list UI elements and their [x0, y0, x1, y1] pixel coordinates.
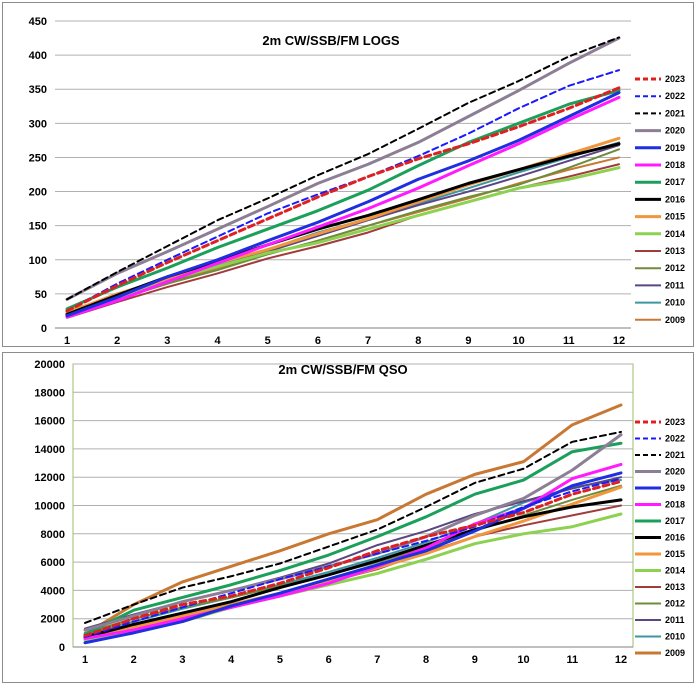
qso-series-line-2009 — [83, 403, 623, 636]
qso-chart-panel: 0 2000 4000 6000 8000 10000 12000 14000 16000 180… — [2, 352, 694, 683]
qso-x-tick-label: 9 — [472, 654, 478, 666]
logs-y-tick-label: 300 — [29, 118, 47, 130]
qso-legend-label-2023: 2023 — [665, 417, 685, 427]
logs-x-tick-label: 8 — [415, 335, 421, 346]
qso-y-tick-label: 12000 — [34, 472, 65, 484]
qso-legend-label-2017: 2017 — [665, 516, 685, 526]
logs-x-tick-label: 2 — [114, 335, 120, 346]
qso-y-tick-label: 14000 — [34, 444, 65, 456]
logs-x-tick-label: 10 — [513, 335, 525, 346]
logs-y-tick-label: 50 — [35, 289, 47, 301]
logs-y-tick-label: 450 — [29, 16, 47, 28]
logs-legend-label-2009: 2009 — [665, 315, 685, 325]
logs-chart-title: 2m CW/SSB/FM LOGS — [262, 33, 400, 48]
qso-x-tick-label: 2 — [131, 654, 137, 666]
qso-y-tick-label: 8000 — [41, 529, 65, 541]
logs-series-line-2023 — [65, 86, 621, 313]
qso-legend-label-2014: 2014 — [665, 566, 685, 576]
logs-series-line-2018 — [65, 95, 621, 319]
logs-y-tick-label: 350 — [29, 84, 47, 96]
logs-legend-label-2018: 2018 — [665, 160, 685, 170]
qso-y-tick-label: 6000 — [41, 557, 65, 569]
logs-legend-label-2022: 2022 — [665, 91, 685, 101]
logs-x-tick-label: 3 — [164, 335, 170, 346]
qso-series-line-2017 — [83, 441, 623, 636]
logs-y-tick-label: 0 — [41, 323, 47, 335]
logs-series-line-2021 — [66, 36, 620, 301]
logs-x-tick-label: 4 — [214, 335, 221, 346]
qso-x-tick-label: 5 — [277, 654, 283, 666]
logs-x-tick-label: 7 — [365, 335, 371, 346]
qso-line-chart: 0 2000 4000 6000 8000 10000 12000 14000 16000 180… — [34, 359, 685, 666]
logs-x-tick-label: 1 — [64, 335, 70, 346]
qso-x-tick-label: 11 — [566, 654, 578, 666]
logs-chart-panel: 0 50 100 150 200 250 300 350 400 450 1 2 3 4 5 6 7 8 9 10 11… — [2, 2, 694, 347]
qso-y-tick-label: 2000 — [41, 614, 65, 626]
logs-x-tick-label: 6 — [315, 335, 321, 346]
logs-series-line-2017 — [65, 89, 621, 311]
qso-series-line-2023 — [83, 479, 623, 638]
qso-legend-label-2011: 2011 — [665, 615, 685, 625]
qso-y-tick-label: 0 — [59, 642, 65, 654]
qso-legend-label-2009: 2009 — [665, 648, 685, 658]
logs-y-tick-label: 400 — [29, 50, 47, 62]
logs-series-line-2019 — [65, 91, 621, 318]
logs-series-line-2020 — [65, 36, 621, 301]
logs-legend-label-2014: 2014 — [665, 229, 685, 239]
logs-y-tick-label: 100 — [29, 255, 47, 267]
logs-y-tick-label: 250 — [29, 152, 47, 164]
qso-y-tick-label: 18000 — [34, 387, 65, 399]
logs-x-tick-label: 5 — [265, 335, 271, 346]
qso-chart-title: 2m CW/SSB/FM QSO — [278, 362, 407, 377]
qso-x-tick-label: 7 — [374, 654, 380, 666]
qso-legend-label-2016: 2016 — [665, 533, 685, 543]
qso-y-tick-label: 4000 — [41, 585, 65, 597]
logs-legend-label-2019: 2019 — [665, 143, 685, 153]
logs-legend-label-2012: 2012 — [665, 263, 685, 273]
logs-legend-label-2016: 2016 — [665, 194, 685, 204]
qso-legend-label-2020: 2020 — [665, 467, 685, 477]
logs-legend-label-2017: 2017 — [665, 177, 685, 187]
qso-legend-label-2022: 2022 — [665, 434, 685, 444]
qso-x-tick-label: 6 — [326, 654, 332, 666]
logs-legend-label-2015: 2015 — [665, 212, 685, 222]
logs-y-tick-label: 200 — [29, 187, 47, 199]
qso-series-line-2021 — [84, 430, 622, 624]
logs-x-tick-label: 11 — [563, 335, 575, 346]
qso-y-tick-label: 20000 — [34, 359, 65, 371]
qso-x-tick-label: 10 — [517, 654, 529, 666]
logs-series-line-2014 — [65, 166, 621, 313]
qso-series-line-2016 — [83, 498, 623, 639]
qso-series-line-2022 — [84, 477, 622, 639]
qso-x-tick-label: 4 — [228, 654, 235, 666]
logs-x-tick-label: 12 — [613, 335, 625, 346]
qso-legend-label-2013: 2013 — [665, 582, 685, 592]
qso-legend-label-2018: 2018 — [665, 500, 685, 510]
logs-legend-label-2021: 2021 — [665, 108, 685, 118]
logs-y-tick-label: 150 — [29, 221, 47, 233]
logs-legend-label-2023: 2023 — [665, 74, 685, 84]
logs-legend-label-2010: 2010 — [665, 298, 685, 308]
qso-x-tick-label: 8 — [423, 654, 429, 666]
qso-y-tick-label: 16000 — [34, 416, 65, 428]
qso-legend-label-2010: 2010 — [665, 632, 685, 642]
qso-legend-label-2019: 2019 — [665, 483, 685, 493]
qso-y-tick-label: 10000 — [34, 501, 65, 513]
qso-x-tick-label: 3 — [179, 654, 185, 666]
qso-legend-label-2015: 2015 — [665, 549, 685, 559]
qso-x-tick-label: 1 — [82, 654, 88, 666]
logs-legend-label-2013: 2013 — [665, 246, 685, 256]
qso-legend-label-2012: 2012 — [665, 599, 685, 609]
logs-x-tick-label: 9 — [465, 335, 471, 346]
logs-legend-label-2020: 2020 — [665, 126, 685, 136]
qso-x-tick-label: 12 — [615, 654, 627, 666]
qso-legend-label-2021: 2021 — [665, 450, 685, 460]
logs-legend-label-2011: 2011 — [665, 280, 685, 290]
